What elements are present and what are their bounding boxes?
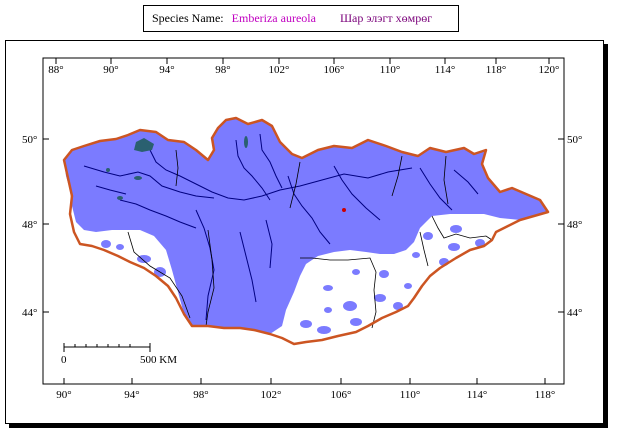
lakes [106,136,248,200]
bottom-longitude-labels: 90° 94° 98° 102° 106° 110° 114° 118° [56,389,555,401]
bottom-lon-label: 94° [124,389,139,401]
capital-marker [342,208,346,212]
species-local-name: Шар элэгт хөмрөг [339,11,433,25]
top-lon-label: 110° [380,64,401,76]
map-inner-border [42,57,565,385]
right-lat-label: 50° [567,134,582,146]
top-lon-label: 98° [215,64,230,76]
species-range-area [64,118,548,334]
left-lat-label: 50° [22,134,37,146]
top-lon-label: 120° [539,64,560,76]
bottom-lon-label: 110° [400,389,421,401]
left-lat-label: 48° [22,219,37,231]
right-latitude-labels: 50° 48° 44° [567,134,582,319]
bottom-lon-label: 102° [261,389,282,401]
top-lon-label: 102° [269,64,290,76]
species-latin-name: Emberiza aureola [231,11,316,25]
bottom-lon-label: 106° [331,389,352,401]
bottom-ticks [63,378,546,384]
right-lat-label: 48° [567,219,582,231]
side-ticks [43,138,564,313]
top-lon-label: 106° [324,64,345,76]
top-lon-label: 90° [103,64,118,76]
left-latitude-labels: 50° 48° 44° [22,134,37,319]
bottom-lon-label: 114° [467,389,488,401]
scale-end-label: 500 KM [140,354,177,366]
scale-bar [63,343,151,352]
right-lat-label: 44° [567,307,582,319]
top-lon-label: 88° [48,64,63,76]
national-border [62,116,550,346]
left-lat-label: 44° [22,307,37,319]
top-lon-label: 94° [159,64,174,76]
province-boundaries [127,149,493,329]
bottom-lon-label: 118° [535,389,556,401]
bottom-lon-label: 90° [56,389,71,401]
top-lon-label: 118° [486,64,507,76]
scale-start-label: 0 [61,354,67,366]
top-ticks [55,58,550,64]
species-name-label: Species Name: [152,11,224,25]
bottom-lon-label: 98° [193,389,208,401]
top-lon-label: 114° [435,64,456,76]
top-longitude-labels: 88° 90° 94° 98° 102° 106° 110° 114° 118°… [48,64,559,76]
species-name-box: Species Name: Emberiza aureola Шар элэгт… [143,5,459,32]
